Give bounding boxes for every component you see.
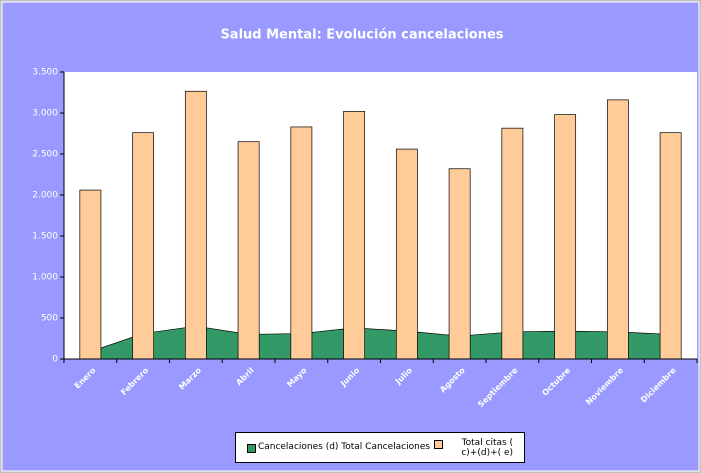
bar xyxy=(501,127,524,360)
legend-label: Total citas ( c)+(d)+( e) xyxy=(461,437,514,458)
bar xyxy=(554,114,577,360)
y-tick-label: 2.500 xyxy=(32,150,58,160)
y-tick-label: 3.500 xyxy=(32,68,58,78)
bar xyxy=(395,148,418,360)
y-tick-label: 3.000 xyxy=(32,109,58,119)
legend-swatch xyxy=(246,444,256,453)
bar xyxy=(132,132,155,360)
bar xyxy=(184,90,207,360)
bar xyxy=(448,168,471,360)
legend-item: Total citas ( c)+(d)+( e) xyxy=(434,438,513,458)
bar xyxy=(237,141,260,360)
y-tick-label: 0 xyxy=(52,355,58,365)
area xyxy=(90,325,671,360)
chart-title: Salud Mental: Evolución cancelaciones xyxy=(220,28,503,43)
legend-swatch xyxy=(434,439,444,449)
legend-item: Cancelaciones (d) Total Cancelaciones xyxy=(246,442,431,453)
y-tick-label: 1.000 xyxy=(32,273,58,283)
bar xyxy=(606,99,629,360)
plot-area xyxy=(64,72,697,359)
bar xyxy=(290,126,313,360)
y-tick-label: 1.500 xyxy=(32,232,58,242)
bar xyxy=(343,111,366,360)
y-tick-label: 500 xyxy=(41,314,58,324)
legend: Cancelaciones (d) Total Cancelaciones Tot… xyxy=(235,432,525,463)
bar xyxy=(659,132,682,360)
legend-label: Cancelaciones (d) Total Cancelaciones xyxy=(257,442,431,452)
bar xyxy=(79,189,102,360)
y-tick-label: 2.000 xyxy=(32,191,58,201)
